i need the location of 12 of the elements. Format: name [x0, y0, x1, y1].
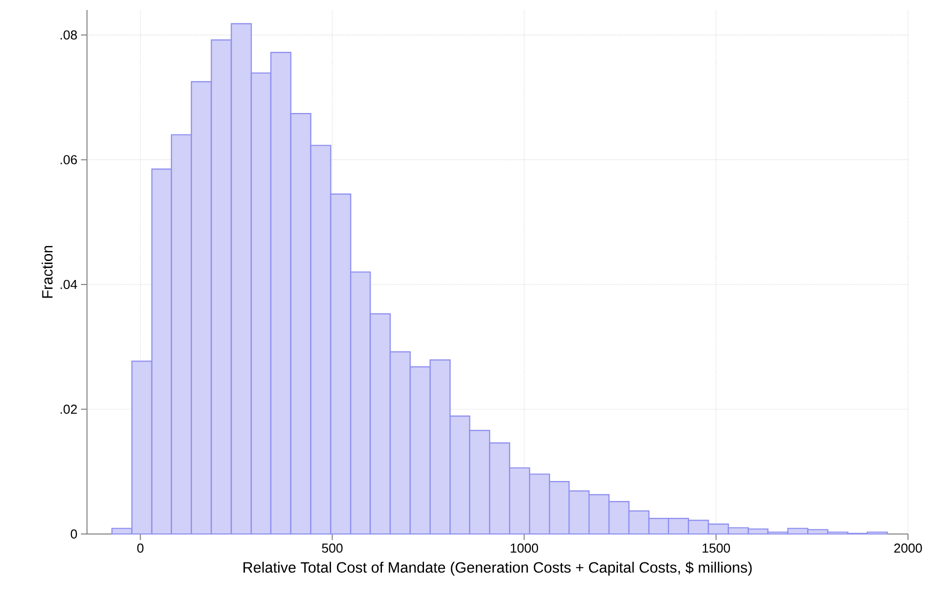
x-tick-label: 0: [137, 544, 144, 553]
x-tick-label: 500: [322, 544, 343, 553]
x-tick-label: 2000: [894, 544, 922, 553]
y-tick-label: .06: [60, 155, 77, 164]
y-tick-label: 0: [70, 529, 77, 539]
x-tick-label: 1000: [510, 544, 538, 553]
x-tick-label: 1500: [702, 544, 730, 553]
y-tick-label: .02: [60, 404, 77, 414]
y-axis-title: Fraction: [42, 246, 53, 298]
y-tick-label: .08: [60, 30, 77, 40]
y-tick-label: .04: [60, 280, 78, 290]
x-axis-title: Relative Total Cost of Mandate (Generation Costs + Capital Costs, $ millions): [244, 562, 752, 576]
